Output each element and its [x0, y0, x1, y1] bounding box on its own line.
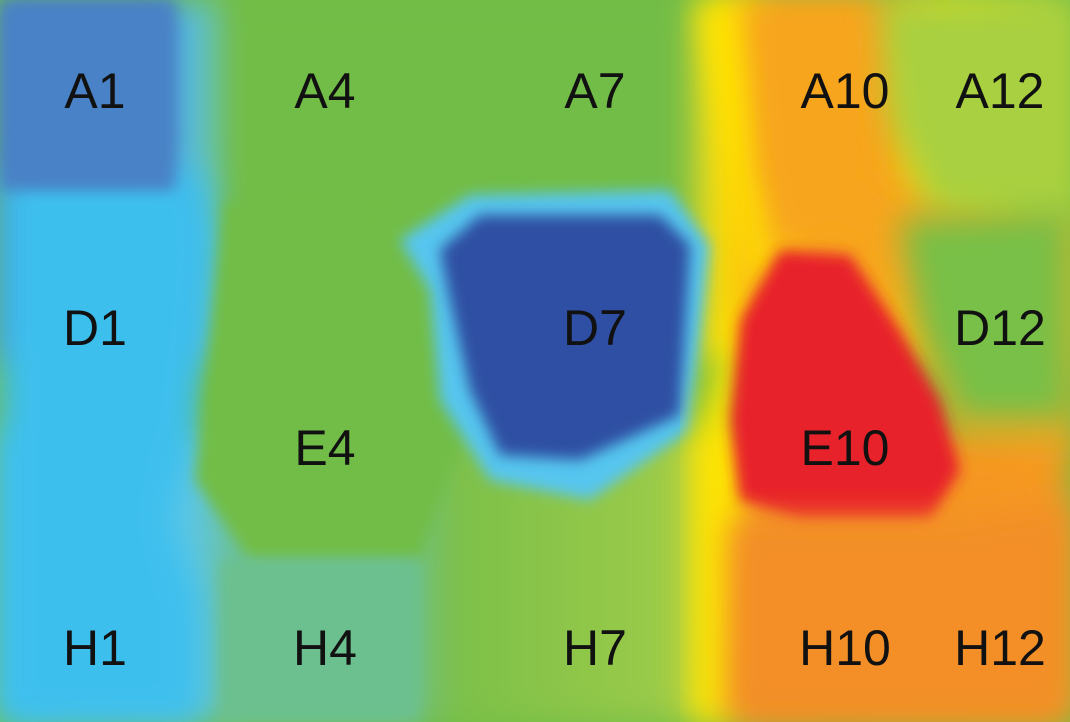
well-label-h10: H10: [799, 620, 891, 676]
well-label-h12: H12: [954, 620, 1046, 676]
well-label-h7: H7: [563, 620, 627, 676]
well-label-a7: A7: [564, 63, 625, 119]
well-label-d1: D1: [63, 300, 127, 356]
well-label-d12: D12: [954, 300, 1046, 356]
well-label-h4: H4: [293, 620, 357, 676]
well-labels: A1 A4 A7 A10 A12 D1 D7 D12 E4 E10 H1 H4 H7 H10 H12: [63, 63, 1046, 676]
well-label-d7: D7: [563, 300, 627, 356]
well-label-a10: A10: [801, 63, 890, 119]
well-label-a4: A4: [294, 63, 355, 119]
well-label-h1: H1: [63, 620, 127, 676]
well-label-a12: A12: [956, 63, 1045, 119]
well-label-e10: E10: [801, 420, 890, 476]
well-label-e4: E4: [294, 420, 355, 476]
well-label-a1: A1: [64, 63, 125, 119]
